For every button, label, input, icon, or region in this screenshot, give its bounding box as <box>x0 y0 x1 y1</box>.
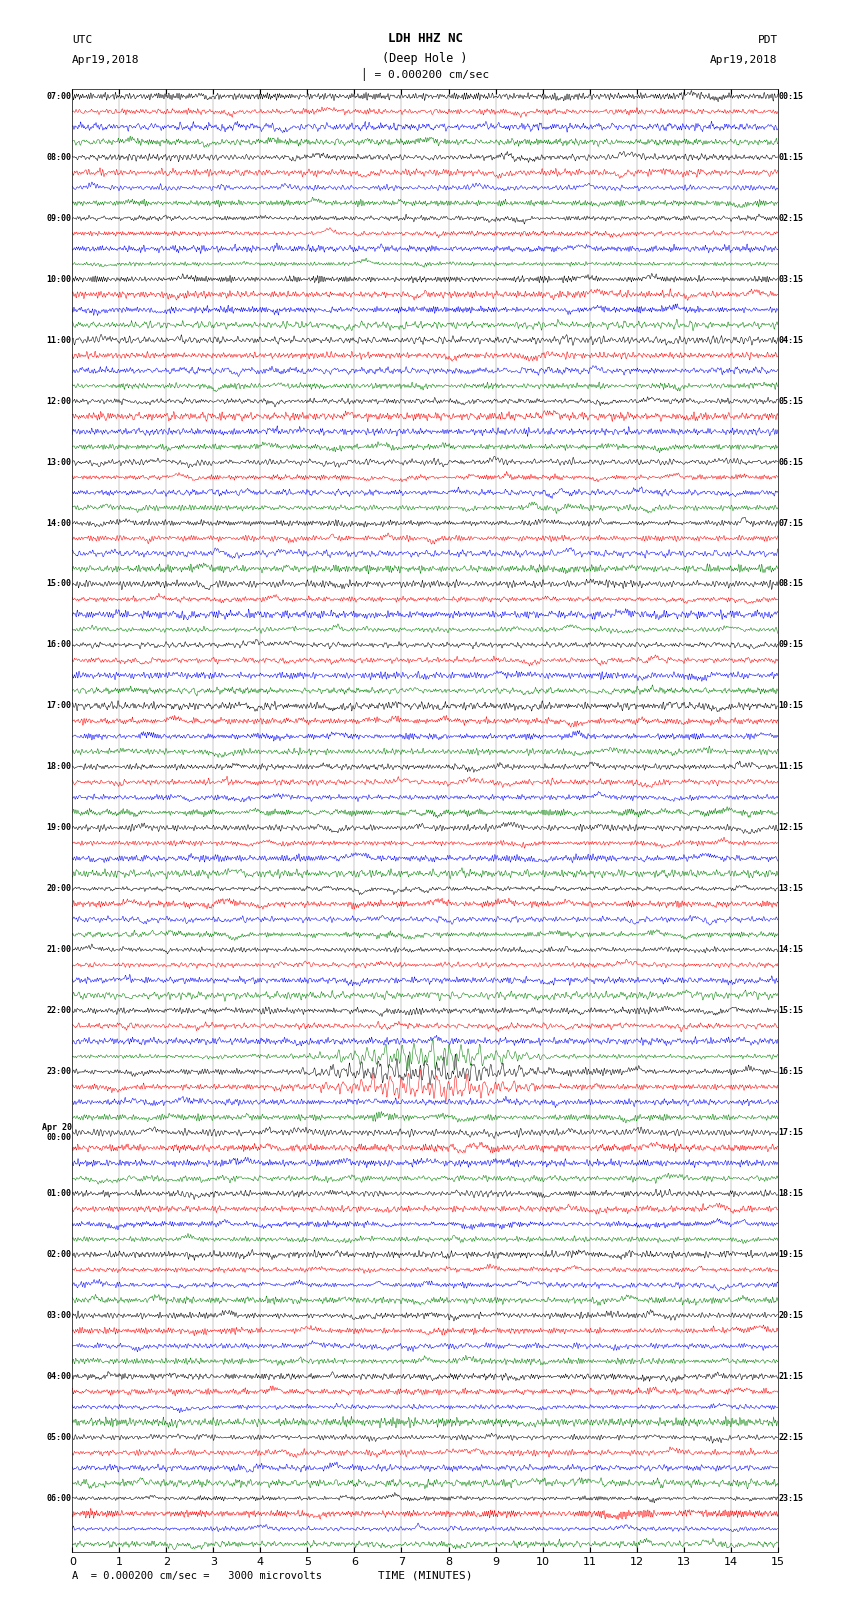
Text: 17:00: 17:00 <box>47 702 71 710</box>
Text: 05:00: 05:00 <box>47 1432 71 1442</box>
Text: Apr19,2018: Apr19,2018 <box>711 55 778 65</box>
Text: 15:15: 15:15 <box>779 1007 803 1015</box>
Text: 22:15: 22:15 <box>779 1432 803 1442</box>
Text: 09:00: 09:00 <box>47 215 71 223</box>
Text: 07:15: 07:15 <box>779 518 803 527</box>
Text: 04:00: 04:00 <box>47 1373 71 1381</box>
Text: 14:15: 14:15 <box>779 945 803 955</box>
Text: 06:00: 06:00 <box>47 1494 71 1503</box>
Text: PDT: PDT <box>757 35 778 45</box>
Text: 21:00: 21:00 <box>47 945 71 955</box>
Text: 00:15: 00:15 <box>779 92 803 102</box>
Text: 12:00: 12:00 <box>47 397 71 405</box>
Text: 19:15: 19:15 <box>779 1250 803 1260</box>
Text: 17:15: 17:15 <box>779 1127 803 1137</box>
Text: 19:00: 19:00 <box>47 823 71 832</box>
Text: 16:00: 16:00 <box>47 640 71 650</box>
Text: 04:15: 04:15 <box>779 336 803 345</box>
Text: 05:15: 05:15 <box>779 397 803 405</box>
Text: │ = 0.000200 cm/sec: │ = 0.000200 cm/sec <box>361 68 489 81</box>
Text: 03:00: 03:00 <box>47 1311 71 1319</box>
Text: 06:15: 06:15 <box>779 458 803 466</box>
Text: 10:15: 10:15 <box>779 702 803 710</box>
Text: (Deep Hole ): (Deep Hole ) <box>382 52 468 65</box>
Text: 09:15: 09:15 <box>779 640 803 650</box>
Text: 14:00: 14:00 <box>47 518 71 527</box>
Text: 08:00: 08:00 <box>47 153 71 161</box>
Text: 15:00: 15:00 <box>47 579 71 589</box>
Text: LDH HHZ NC: LDH HHZ NC <box>388 32 462 45</box>
Text: 23:15: 23:15 <box>779 1494 803 1503</box>
Text: 01:00: 01:00 <box>47 1189 71 1198</box>
Text: 13:15: 13:15 <box>779 884 803 894</box>
Text: 22:00: 22:00 <box>47 1007 71 1015</box>
Text: 20:00: 20:00 <box>47 884 71 894</box>
Text: 11:15: 11:15 <box>779 763 803 771</box>
Text: 01:15: 01:15 <box>779 153 803 161</box>
Text: 07:00: 07:00 <box>47 92 71 102</box>
Text: 08:15: 08:15 <box>779 579 803 589</box>
Text: 10:00: 10:00 <box>47 274 71 284</box>
Text: A  = 0.000200 cm/sec =   3000 microvolts: A = 0.000200 cm/sec = 3000 microvolts <box>72 1571 322 1581</box>
Text: 02:00: 02:00 <box>47 1250 71 1260</box>
Text: 23:00: 23:00 <box>47 1068 71 1076</box>
Text: 18:00: 18:00 <box>47 763 71 771</box>
Text: 13:00: 13:00 <box>47 458 71 466</box>
Text: 18:15: 18:15 <box>779 1189 803 1198</box>
Text: 21:15: 21:15 <box>779 1373 803 1381</box>
X-axis label: TIME (MINUTES): TIME (MINUTES) <box>377 1571 473 1581</box>
Text: 16:15: 16:15 <box>779 1068 803 1076</box>
Text: Apr19,2018: Apr19,2018 <box>72 55 139 65</box>
Text: 02:15: 02:15 <box>779 215 803 223</box>
Text: UTC: UTC <box>72 35 93 45</box>
Text: Apr 20
00:00: Apr 20 00:00 <box>42 1123 71 1142</box>
Text: 12:15: 12:15 <box>779 823 803 832</box>
Text: 03:15: 03:15 <box>779 274 803 284</box>
Text: 11:00: 11:00 <box>47 336 71 345</box>
Text: 20:15: 20:15 <box>779 1311 803 1319</box>
